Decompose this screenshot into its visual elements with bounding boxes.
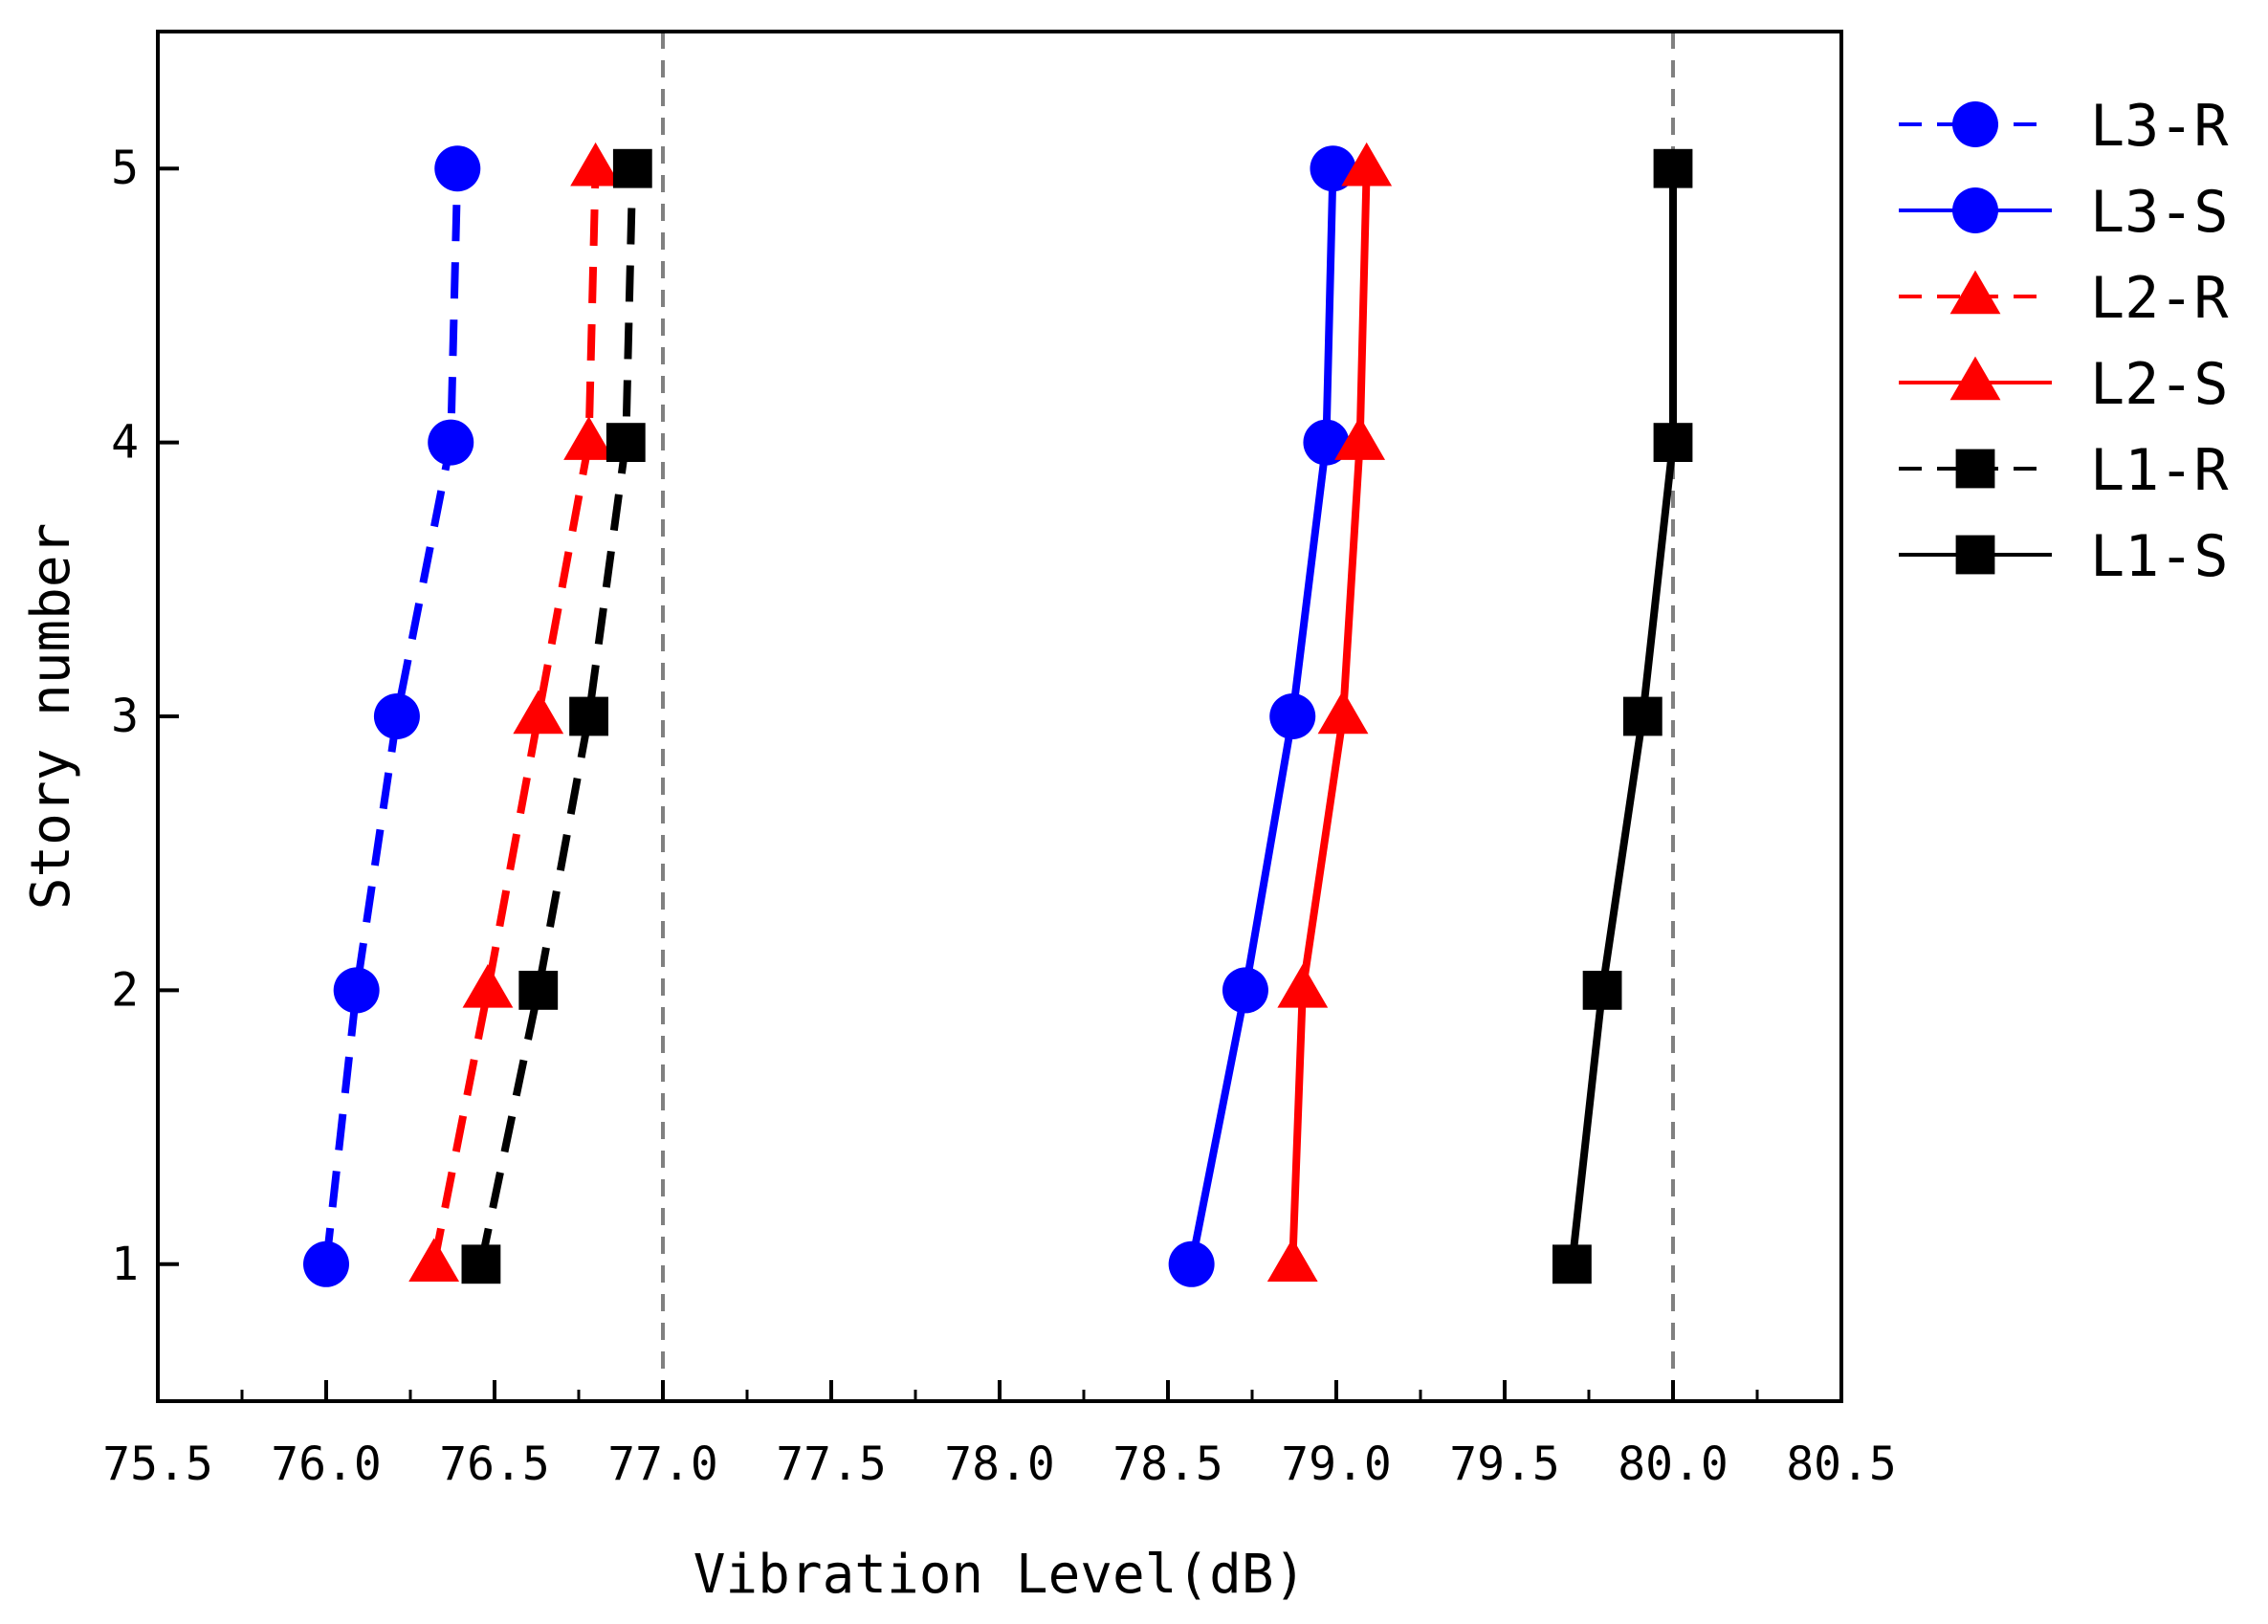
legend: L3-R L3-S L2-R L2-S L1-R L1-S (1899, 93, 2229, 590)
y-axis-ticks: 1 2 3 4 5 (111, 142, 179, 1291)
data-point-L1-S (1653, 148, 1693, 188)
data-point-L2-R (513, 690, 564, 735)
data-point-L1-S (1653, 423, 1693, 462)
y-tick-label: 2 (111, 963, 139, 1017)
series-line-L1-R (477, 168, 637, 1265)
data-point-L3-S (1310, 145, 1356, 192)
data-point-L2-S (1277, 964, 1329, 1008)
data-point-L3-R (373, 693, 420, 739)
x-tick-label: 76.0 (271, 1437, 382, 1491)
x-tick-label: 79.0 (1281, 1437, 1392, 1491)
series-markers (303, 142, 1693, 1287)
data-point-L2-S (1266, 1238, 1318, 1283)
data-point-L1-S (1552, 1244, 1592, 1284)
data-point-L1-R (461, 1244, 501, 1284)
data-point-L2-R (408, 1238, 460, 1283)
x-tick-label: 79.5 (1449, 1437, 1560, 1491)
legend-label: L2-S (2090, 351, 2229, 418)
x-axis-ticks: 75.5 76.0 76.5 77.0 77.5 78.0 78.5 79.0 79.5 80.0… (102, 1380, 1897, 1491)
data-point-L2-R (462, 964, 514, 1008)
legend-marker (1955, 535, 1995, 575)
x-tick-label: 78.0 (944, 1437, 1055, 1491)
data-point-L1-R (606, 423, 646, 462)
data-point-L1-R (612, 148, 652, 188)
legend-marker (1949, 356, 2001, 401)
data-point-L3-S (1222, 967, 1268, 1014)
x-tick-label: 77.5 (776, 1437, 887, 1491)
legend-label: L2-R (2090, 265, 2229, 332)
data-point-L3-S (1168, 1240, 1215, 1287)
data-point-L1-R (569, 696, 608, 736)
x-tick-label: 80.0 (1618, 1437, 1729, 1491)
data-point-L3-S (1303, 419, 1350, 466)
legend-label: L3-R (2090, 93, 2229, 160)
y-axis-title: Story number (20, 523, 82, 911)
series-line-L2-R (429, 168, 600, 1265)
data-point-L1-R (518, 971, 559, 1010)
y-tick-label: 5 (111, 142, 139, 195)
data-point-L3-R (333, 967, 380, 1014)
legend-marker (1952, 101, 1998, 147)
data-point-L1-S (1582, 971, 1622, 1010)
x-tick-label: 80.5 (1786, 1437, 1897, 1491)
data-point-L3-R (434, 145, 481, 192)
legend-marker (1952, 187, 1998, 233)
data-point-L2-S (1341, 142, 1393, 187)
data-point-L2-S (1317, 690, 1369, 735)
legend-label: L3-S (2090, 179, 2229, 246)
data-point-L2-S (1334, 416, 1386, 460)
legend-marker (1949, 270, 2001, 315)
y-tick-label: 3 (111, 690, 139, 743)
data-point-L3-R (303, 1240, 349, 1287)
data-point-L1-S (1622, 696, 1662, 736)
data-point-L2-R (563, 416, 614, 460)
legend-marker (1955, 449, 1995, 489)
x-axis-title: Vibration Level(dB) (694, 1544, 1307, 1606)
legend-label: L1-R (2090, 437, 2229, 504)
y-tick-label: 1 (111, 1238, 139, 1291)
x-tick-label: 78.5 (1112, 1437, 1223, 1491)
x-tick-label: 76.5 (439, 1437, 550, 1491)
data-point-L3-R (428, 419, 474, 466)
data-point-L3-S (1269, 693, 1316, 739)
legend-label: L1-S (2090, 523, 2229, 590)
y-tick-label: 4 (111, 416, 139, 470)
x-tick-label: 75.5 (102, 1437, 213, 1491)
x-tick-label: 77.0 (607, 1437, 718, 1491)
data-point-L2-R (570, 142, 621, 187)
